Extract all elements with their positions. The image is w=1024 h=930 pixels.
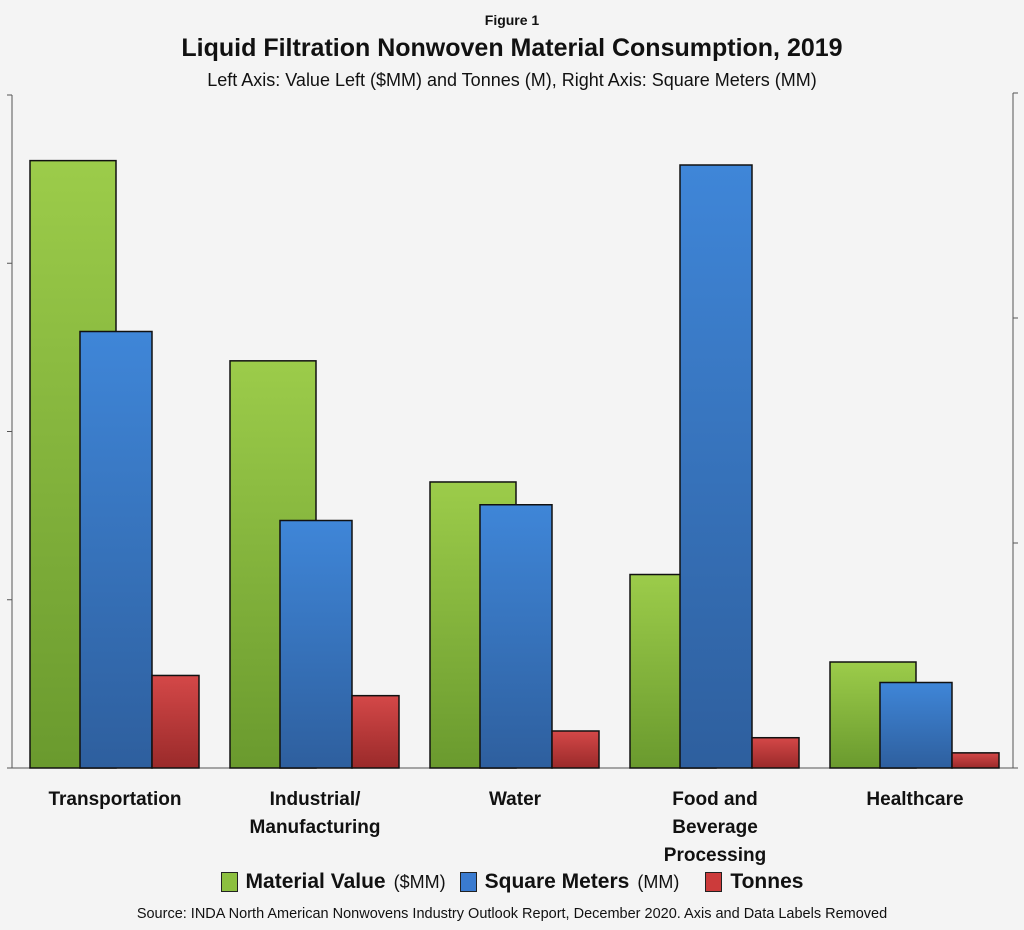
bar-square-meters (79, 330, 153, 769)
legend-item-tonnes: Tonnes (705, 870, 803, 894)
bar-tonnes (151, 674, 200, 769)
bar-chart: Transportation Industrial/Manufacturing Wa… (7, 92, 1018, 866)
legend-unit: ($MM) (393, 871, 446, 892)
legend-swatch (705, 872, 723, 892)
category-label: Industrial/Manufacturing (250, 789, 381, 838)
category-label: Water (489, 789, 542, 810)
legend-unit: (MM) (637, 871, 680, 892)
legend: Material Value ($MM) Square Meters (MM) … (0, 870, 1024, 894)
category-label: Healthcare (866, 789, 963, 810)
bar-tonnes (351, 694, 400, 769)
legend-swatch (220, 872, 238, 892)
bar-square-meters (279, 519, 353, 769)
chart-title: Liquid Filtration Nonwoven Material Cons… (181, 34, 843, 62)
bar-tonnes (551, 730, 600, 769)
chart-subtitle: Left Axis: Value Left ($MM) and Tonnes (… (207, 70, 817, 90)
bar-tonnes (751, 736, 800, 769)
category-label: Transportation (48, 789, 181, 810)
figure-label: Figure 1 (484, 12, 540, 28)
bar-square-meters (879, 681, 953, 769)
legend-swatch (459, 872, 477, 892)
legend-label: Tonnes (730, 870, 804, 893)
category-label: Food and Beverage Processing (664, 789, 766, 866)
bar-square-meters (479, 504, 553, 769)
legend-item-material-value: Material Value ($MM) (220, 870, 446, 894)
bar-tonnes (951, 752, 1000, 769)
legend-label: Square Meters (484, 870, 630, 893)
bar-square-meters (679, 164, 753, 769)
legend-item-square-meters: Square Meters (MM) (459, 870, 680, 894)
legend-label: Material Value (245, 870, 386, 893)
source-note: Source: INDA North American Nonwovens In… (136, 906, 888, 922)
